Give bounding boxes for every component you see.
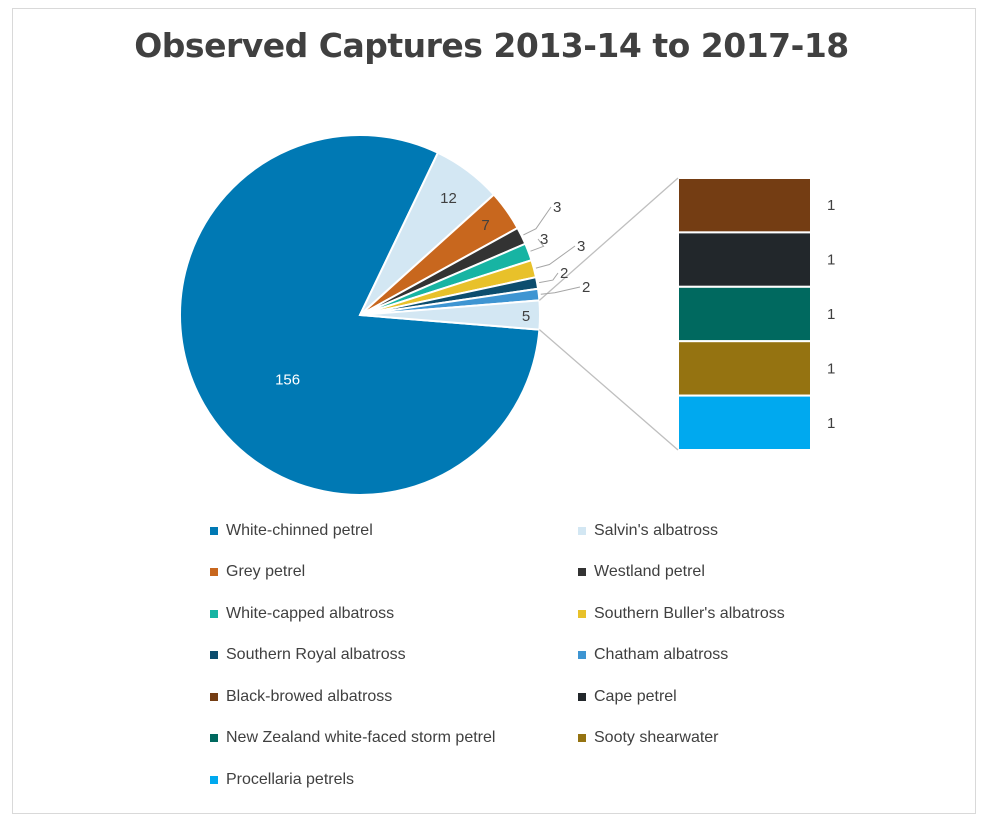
legend-label: Chatham albatross xyxy=(594,646,729,664)
pie-slice-other xyxy=(359,299,541,331)
pie-data-label: 7 xyxy=(481,217,489,234)
bar-data-label: 1 xyxy=(827,415,835,432)
pie-data-label: 2 xyxy=(582,279,590,296)
legend-label: White-chinned petrel xyxy=(226,521,373,539)
legend-item: Sooty shearwater xyxy=(578,718,878,760)
legend-item: Chatham albatross xyxy=(578,635,878,677)
pie-data-label: 12 xyxy=(440,190,457,207)
bar-segment-1 xyxy=(677,231,812,288)
legend-item: White-chinned petrel xyxy=(210,510,578,552)
bar-data-label: 1 xyxy=(827,306,835,323)
legend-swatch xyxy=(578,609,586,618)
legend-label: Sooty shearwater xyxy=(594,729,719,747)
legend-label: New Zealand white-faced storm petrel xyxy=(226,729,496,747)
legend-swatch xyxy=(210,651,218,660)
connector-line-top xyxy=(538,177,679,301)
pie-data-label: 5 xyxy=(522,308,530,325)
legend-label: Southern Buller's albatross xyxy=(594,604,785,622)
legend-label: Black-browed albatross xyxy=(226,687,393,705)
legend-swatch xyxy=(210,734,218,743)
pie-data-label: 2 xyxy=(560,265,568,282)
legend-swatch xyxy=(210,568,218,577)
legend-item: Southern Royal albatross xyxy=(210,635,578,677)
legend-swatch xyxy=(210,609,218,618)
legend-swatch xyxy=(578,692,586,701)
bar-data-label: 1 xyxy=(827,252,835,269)
legend-swatch xyxy=(578,651,586,660)
legend-item: New Zealand white-faced storm petrel xyxy=(210,718,578,760)
leader-line xyxy=(535,245,576,269)
legend-item: Southern Buller's albatross xyxy=(578,593,878,635)
legend-swatch xyxy=(578,526,586,535)
legend-label: White-capped albatross xyxy=(226,604,395,622)
leader-line xyxy=(523,206,552,236)
legend-label: Cape petrel xyxy=(594,687,677,705)
legend-swatch xyxy=(578,568,586,577)
bar-segment-2 xyxy=(677,285,812,343)
pie-data-label: 3 xyxy=(577,238,585,255)
bar-segment-0 xyxy=(677,177,812,234)
leader-line xyxy=(539,272,559,284)
leader-line xyxy=(530,238,545,252)
legend-item: Procellaria petrels xyxy=(210,759,578,801)
legend-item: Grey petrel xyxy=(210,552,578,594)
bar-data-label: 1 xyxy=(827,360,835,377)
legend-swatch xyxy=(210,526,218,535)
legend-swatch xyxy=(578,734,586,743)
legend-item: Cape petrel xyxy=(578,676,878,718)
chart-title: Observed Captures 2013-14 to 2017-18 xyxy=(134,26,849,65)
bar-segment-4 xyxy=(677,394,812,452)
legend-label: Westland petrel xyxy=(594,563,705,581)
bar-data-label: 1 xyxy=(827,197,835,214)
legend-label: Grey petrel xyxy=(226,563,306,581)
pie-data-label: 156 xyxy=(275,371,300,388)
legend-label: Procellaria petrels xyxy=(226,770,355,788)
bar-segment-3 xyxy=(677,340,812,397)
legend-label: Salvin's albatross xyxy=(594,521,718,539)
connector-line-bottom xyxy=(538,329,679,451)
leader-line xyxy=(540,286,581,295)
pie-data-label: 3 xyxy=(553,199,561,216)
pie-data-label: 3 xyxy=(540,231,548,248)
legend-item: Salvin's albatross xyxy=(578,510,878,552)
legend-item: Westland petrel xyxy=(578,552,878,594)
legend-swatch xyxy=(210,775,218,784)
chart-legend: White-chinned petrel Salvin's albatross Gr… xyxy=(210,510,890,801)
legend-item: Black-browed albatross xyxy=(210,676,578,718)
legend-item: White-capped albatross xyxy=(210,593,578,635)
legend-swatch xyxy=(210,692,218,701)
legend-label: Southern Royal albatross xyxy=(226,646,406,664)
